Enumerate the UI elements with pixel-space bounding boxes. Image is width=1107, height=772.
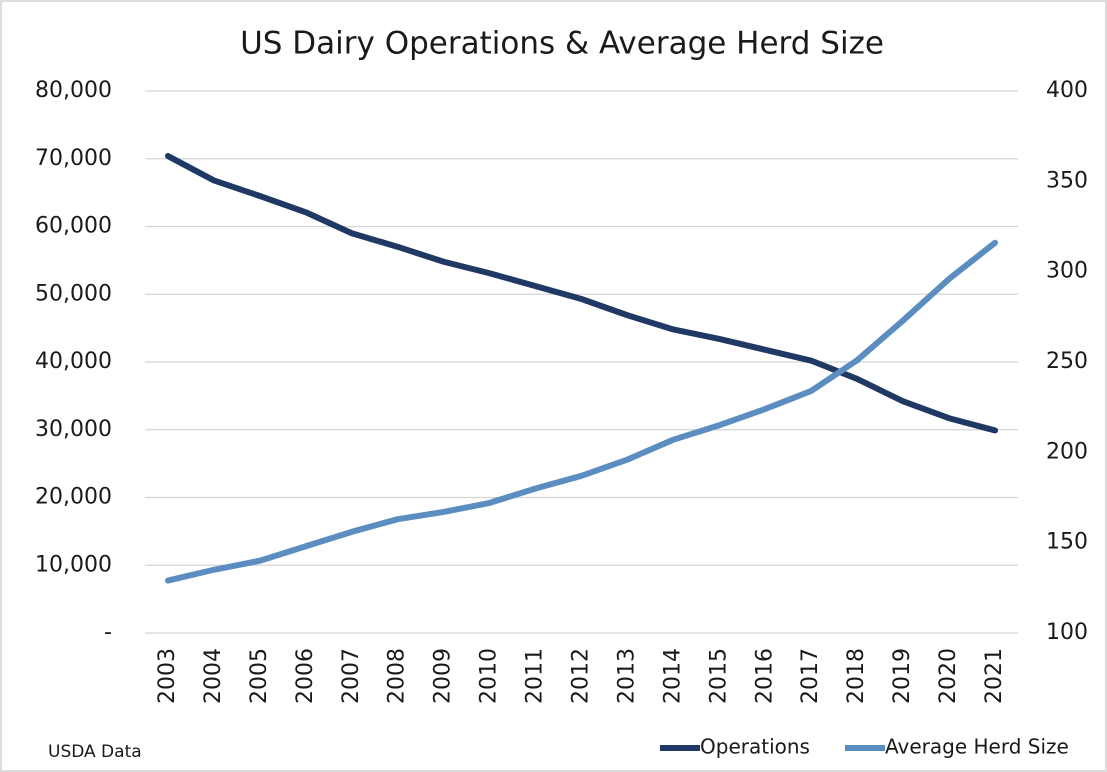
series-line xyxy=(164,239,999,584)
y2-tick-label: 250 xyxy=(1046,349,1088,374)
x-tick-label: 2011 xyxy=(523,648,548,704)
x-tick-label: 2017 xyxy=(798,648,823,704)
x-tick-label: 2015 xyxy=(706,648,731,704)
x-tick-label: 2010 xyxy=(477,648,502,704)
x-tick-label: 2004 xyxy=(201,648,226,704)
y2-tick-label: 350 xyxy=(1046,168,1088,193)
x-tick-label: 2021 xyxy=(982,648,1007,704)
x-tick-label: 2007 xyxy=(339,648,364,704)
source-note: USDA Data xyxy=(48,742,142,762)
series-line xyxy=(164,153,999,434)
y-tick-label: 10,000 xyxy=(35,552,112,577)
y-tick-label: 70,000 xyxy=(35,146,112,171)
x-tick-label: 2005 xyxy=(247,648,272,704)
x-tick-label: 2014 xyxy=(660,648,685,704)
y-tick-label: 30,000 xyxy=(35,417,112,442)
x-tick-label: 2009 xyxy=(431,648,456,704)
y2-tick-label: 150 xyxy=(1046,530,1088,555)
x-tick-label: 2008 xyxy=(385,648,410,704)
y-tick-label: - xyxy=(104,620,112,645)
y-tick-label: 20,000 xyxy=(35,485,112,510)
y-tick-label: 50,000 xyxy=(35,281,112,306)
y2-tick-label: 300 xyxy=(1046,259,1088,284)
legend-label: Average Herd Size xyxy=(885,735,1069,759)
y2-tick-label: 400 xyxy=(1046,78,1088,103)
y-tick-label: 60,000 xyxy=(35,214,112,239)
x-tick-label: 2003 xyxy=(155,648,180,704)
y2-tick-label: 200 xyxy=(1046,439,1088,464)
chart-title: US Dairy Operations & Average Herd Size xyxy=(240,26,884,62)
x-tick-label: 2006 xyxy=(293,648,318,704)
x-tick-label: 2016 xyxy=(752,648,777,704)
x-tick-label: 2012 xyxy=(569,648,594,704)
y-tick-label: 40,000 xyxy=(35,349,112,374)
x-tick-label: 2018 xyxy=(844,648,869,704)
legend-label: Operations xyxy=(700,735,810,759)
y-tick-label: 80,000 xyxy=(35,78,112,103)
x-tick-label: 2020 xyxy=(936,648,961,704)
y2-tick-label: 100 xyxy=(1046,620,1088,645)
x-tick-label: 2013 xyxy=(614,648,639,704)
x-tick-label: 2019 xyxy=(890,648,915,704)
